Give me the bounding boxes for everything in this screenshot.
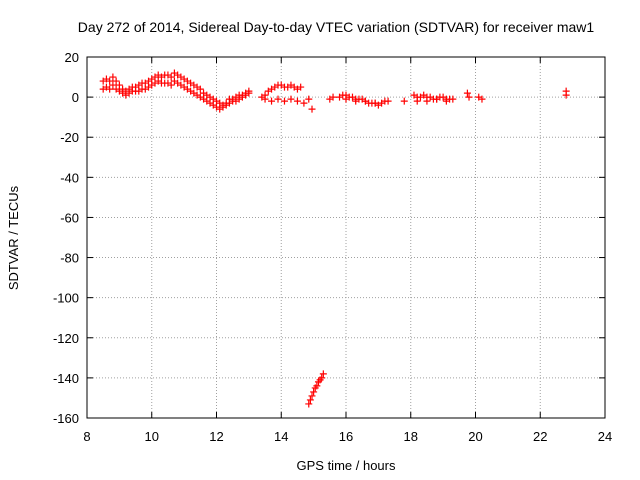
chart-title: Day 272 of 2014, Sidereal Day-to-day VTE… bbox=[78, 19, 595, 35]
data-point bbox=[463, 89, 471, 97]
data-point bbox=[413, 97, 421, 105]
data-point bbox=[352, 97, 360, 105]
x-tick-label: 8 bbox=[83, 429, 90, 444]
grid-layer bbox=[87, 57, 605, 418]
data-point bbox=[319, 370, 327, 378]
data-point bbox=[109, 81, 117, 89]
x-tick-label: 18 bbox=[404, 429, 418, 444]
data-point bbox=[478, 95, 486, 103]
y-tick-label: 0 bbox=[72, 90, 79, 105]
y-tick-label: -60 bbox=[60, 210, 79, 225]
y-tick-label: -140 bbox=[53, 371, 79, 386]
data-point bbox=[423, 97, 431, 105]
x-tick-label: 10 bbox=[145, 429, 159, 444]
data-point bbox=[384, 97, 392, 105]
data-point bbox=[433, 95, 441, 103]
data-point bbox=[287, 95, 295, 103]
data-point bbox=[308, 392, 316, 400]
data-point bbox=[268, 97, 276, 105]
y-tick-label: -40 bbox=[60, 170, 79, 185]
data-point bbox=[261, 95, 269, 103]
data-point bbox=[342, 95, 350, 103]
data-point bbox=[449, 95, 457, 103]
data-points-layer bbox=[99, 69, 570, 408]
data-point bbox=[562, 91, 570, 99]
data-point bbox=[280, 97, 288, 105]
y-tick-label: -100 bbox=[53, 291, 79, 306]
y-tick-label: -160 bbox=[53, 411, 79, 426]
x-tick-label: 12 bbox=[209, 429, 223, 444]
y-tick-label: -20 bbox=[60, 130, 79, 145]
data-point bbox=[167, 81, 175, 89]
data-point bbox=[310, 388, 318, 396]
data-point bbox=[274, 95, 282, 103]
data-point bbox=[308, 105, 316, 113]
data-point bbox=[318, 374, 326, 382]
x-tick-label: 24 bbox=[598, 429, 612, 444]
data-point bbox=[106, 85, 114, 93]
data-point bbox=[305, 400, 313, 408]
data-point bbox=[306, 396, 314, 404]
data-point bbox=[305, 95, 313, 103]
data-point bbox=[400, 97, 408, 105]
data-point bbox=[293, 97, 301, 105]
data-point bbox=[245, 89, 253, 97]
data-point bbox=[329, 93, 337, 101]
data-point bbox=[109, 73, 117, 81]
y-tick-label: -80 bbox=[60, 251, 79, 266]
data-point bbox=[196, 85, 204, 93]
data-point bbox=[371, 99, 379, 107]
data-point bbox=[361, 97, 369, 105]
data-point bbox=[297, 83, 305, 91]
data-point bbox=[167, 73, 175, 81]
data-point bbox=[442, 97, 450, 105]
data-point bbox=[313, 382, 321, 390]
x-axis-label: GPS time / hours bbox=[297, 458, 396, 473]
y-tick-label: -120 bbox=[53, 331, 79, 346]
data-point bbox=[106, 77, 114, 85]
y-tick-label: 20 bbox=[65, 50, 79, 65]
x-tick-label: 14 bbox=[274, 429, 288, 444]
data-point bbox=[465, 93, 473, 101]
data-point bbox=[115, 81, 123, 89]
data-point bbox=[112, 77, 120, 85]
y-axis-label: SDTVAR / TECUs bbox=[6, 185, 21, 290]
tick-layer: 8 10 12 14 16 18 20 22 24 20 0 -20 -40 -60 -80 -100 -120… bbox=[53, 50, 612, 444]
x-tick-label: 16 bbox=[339, 429, 353, 444]
x-tick-label: 20 bbox=[468, 429, 482, 444]
data-point bbox=[300, 99, 308, 107]
x-tick-label: 22 bbox=[533, 429, 547, 444]
plot-frame bbox=[86, 56, 606, 419]
